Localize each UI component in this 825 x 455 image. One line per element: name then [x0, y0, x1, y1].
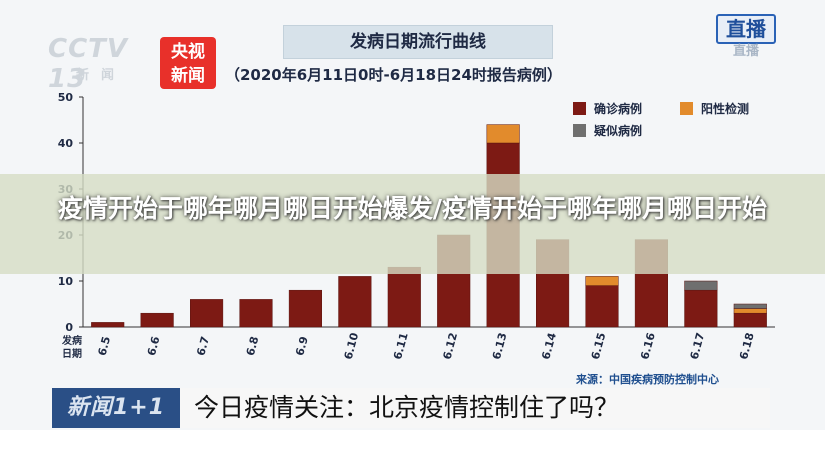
- x-tick-label: 6.6: [145, 335, 163, 358]
- headline-text: 疫情开始于哪年哪月哪日开始爆发/疫情开始于哪年哪月哪日开始: [57, 194, 768, 223]
- bar-6.5-确诊病例: [91, 322, 125, 328]
- live-label: 直播: [716, 14, 776, 44]
- bar-6.18-确诊病例: [733, 312, 767, 328]
- bottom-strip: [0, 430, 825, 455]
- news-badge-line2: 新闻: [171, 66, 205, 86]
- x-tick-label: 6.16: [638, 331, 658, 361]
- bar-6.6-确诊病例: [140, 312, 174, 328]
- x-axis-label-line2: 日期: [62, 347, 82, 360]
- x-tick-label: 6.5: [96, 335, 114, 357]
- x-tick-label: 6.13: [490, 331, 510, 361]
- bar-6.18-疑似病例: [733, 303, 767, 309]
- y-tick-label: 0: [65, 321, 73, 334]
- bar-6.18-阳性检测: [733, 308, 767, 314]
- bar-6.9-确诊病例: [288, 289, 322, 328]
- bar-6.15-阳性检测: [585, 276, 619, 286]
- chart-title: 发病日期流行曲线: [283, 25, 553, 59]
- program-logo: 新闻1+1: [52, 388, 180, 428]
- x-tick-label: 6.10: [342, 331, 362, 361]
- bar-6.17-疑似病例: [684, 280, 718, 291]
- y-tick-label: 50: [58, 91, 74, 104]
- legend-swatch: [573, 124, 586, 137]
- x-tick-label: 6.12: [441, 331, 461, 361]
- y-tick-label: 40: [58, 137, 74, 150]
- x-tick-label: 6.7: [194, 335, 212, 357]
- headline-overlay: [0, 174, 825, 274]
- legend-swatch: [680, 102, 693, 115]
- bar-6.8-确诊病例: [239, 299, 273, 328]
- x-tick-label: 6.11: [391, 331, 411, 361]
- bar-6.15-确诊病例: [585, 285, 619, 328]
- chart-subtitle: （2020年6月11日0时-6月18日24时报告病例）: [225, 66, 562, 84]
- legend-label: 确诊病例: [594, 101, 642, 116]
- channel-sub-text: 新闻: [76, 68, 127, 83]
- bar-6.13-阳性检测: [486, 124, 520, 144]
- news-badge-line1: 央视: [171, 42, 205, 62]
- live-badge: 直播 直播: [716, 14, 776, 62]
- channel-logo-text: CCTV 13: [48, 34, 129, 94]
- x-axis-label-line1: 发病: [61, 334, 82, 347]
- cctv-logo: CCTV 13 新闻: [48, 34, 156, 94]
- live-sub-label: 直播: [732, 44, 759, 59]
- bar-6.10-确诊病例: [338, 276, 372, 328]
- source-note: 来源：中国疾病预防控制中心: [576, 373, 719, 386]
- x-tick-label: 6.15: [589, 331, 609, 361]
- x-tick-label: 6.8: [244, 335, 262, 357]
- legend-label: 阳性检测: [701, 101, 749, 116]
- x-tick-label: 6.14: [539, 331, 559, 361]
- bar-6.7-确诊病例: [190, 299, 224, 328]
- bar-6.11-确诊病例: [387, 266, 421, 328]
- x-tick-label: 6.17: [688, 331, 708, 361]
- x-tick-label: 6.18: [737, 331, 757, 361]
- legend-swatch: [573, 102, 586, 115]
- y-tick-label: 10: [58, 275, 74, 288]
- x-tick-label: 6.9: [293, 335, 311, 357]
- cctv-news-badge: 央视 新闻: [160, 37, 216, 89]
- legend-label: 疑似病例: [594, 123, 642, 138]
- ticker-text: 今日疫情关注：北京疫情控制住了吗？: [180, 388, 770, 428]
- bar-6.17-确诊病例: [684, 289, 718, 328]
